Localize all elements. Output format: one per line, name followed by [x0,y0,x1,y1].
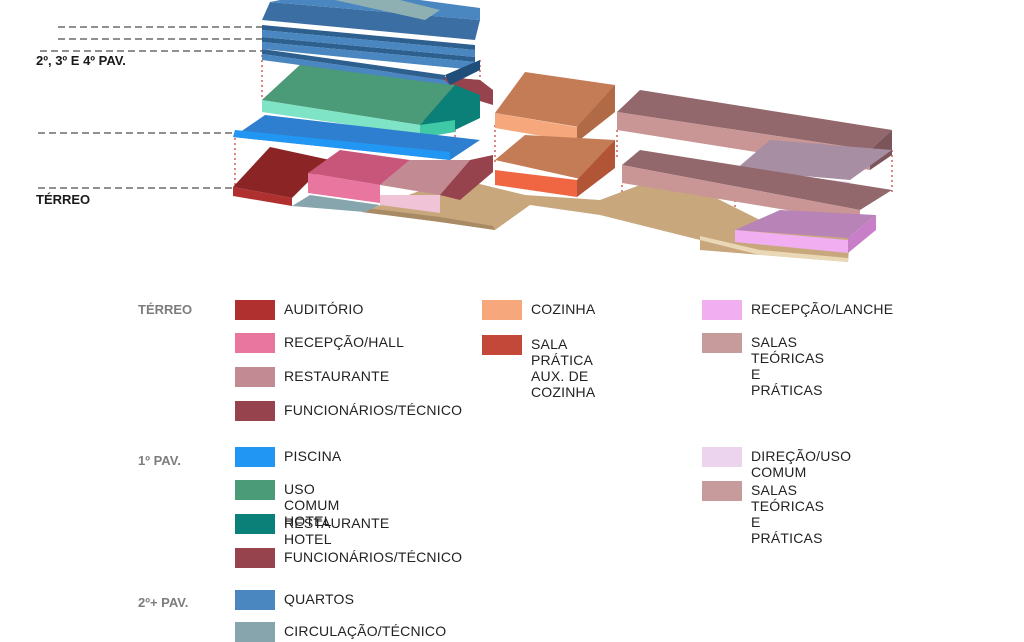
legend-swatch [235,514,275,534]
legend-swatch [702,300,742,320]
legend-label: USO COMUM HOTEL [284,481,340,529]
legend-label: RESTAURANTE HOTEL [284,515,390,547]
classroom-blocks [617,90,892,253]
legend-swatch [235,367,275,387]
legend-swatch [482,335,522,355]
legend-swatch [235,480,275,500]
legend-swatch [482,300,522,320]
legend-label: FUNCIONÁRIOS/TÉCNICO [284,549,463,565]
legend-section-pav2: 2º+ PAV. [138,595,189,610]
legend-label: QUARTOS [284,591,355,607]
legend-label: SALA PRÁTICA AUX. DE COZINHA [531,336,596,400]
level-guide-lines [38,26,265,189]
legend-swatch [702,481,742,501]
ground-slab [362,178,850,262]
first-floor-blocks [233,65,493,160]
legend-swatch [235,590,275,610]
legend-label: SALAS TEÓRICAS E PRÁTICAS [751,482,825,546]
level-label-upper: 2º, 3º E 4º PAV. [36,53,126,68]
legend-swatch [235,401,275,421]
legend-label: SALAS TEÓRICAS E PRÁTICAS [751,334,825,398]
legend-swatch [702,333,742,353]
legend-label: PISCINA [284,448,342,464]
legend-swatch [235,300,275,320]
upper-floor-blocks [262,0,480,85]
legend-section-terreo: TÉRREO [138,302,193,317]
legend-swatch [235,548,275,568]
legend-label: AUDITÓRIO [284,301,364,317]
legend-label: RECEPÇÃO/LANCHE [751,301,894,317]
legend-swatch [702,447,742,467]
legend-label: RESTAURANTE [284,368,390,384]
level-label-ground: TÉRREO [36,192,91,207]
legend-swatch [235,447,275,467]
kitchen-blocks [495,72,615,197]
ground-floor-blocks [233,147,493,213]
legend-label: COZINHA [531,301,596,317]
legend-label: CIRCULAÇÃO/TÉCNICO [284,623,447,639]
legend-label: FUNCIONÁRIOS/TÉCNICO [284,402,463,418]
legend-label: RECEPÇÃO/HALL [284,334,405,350]
legend-label: DIREÇÃO/USO COMUM [751,448,852,480]
legend-swatch [235,622,275,642]
legend-swatch [235,333,275,353]
axonometric-diagram [38,0,893,262]
legend-section-pav1: 1º PAV. [138,453,181,468]
